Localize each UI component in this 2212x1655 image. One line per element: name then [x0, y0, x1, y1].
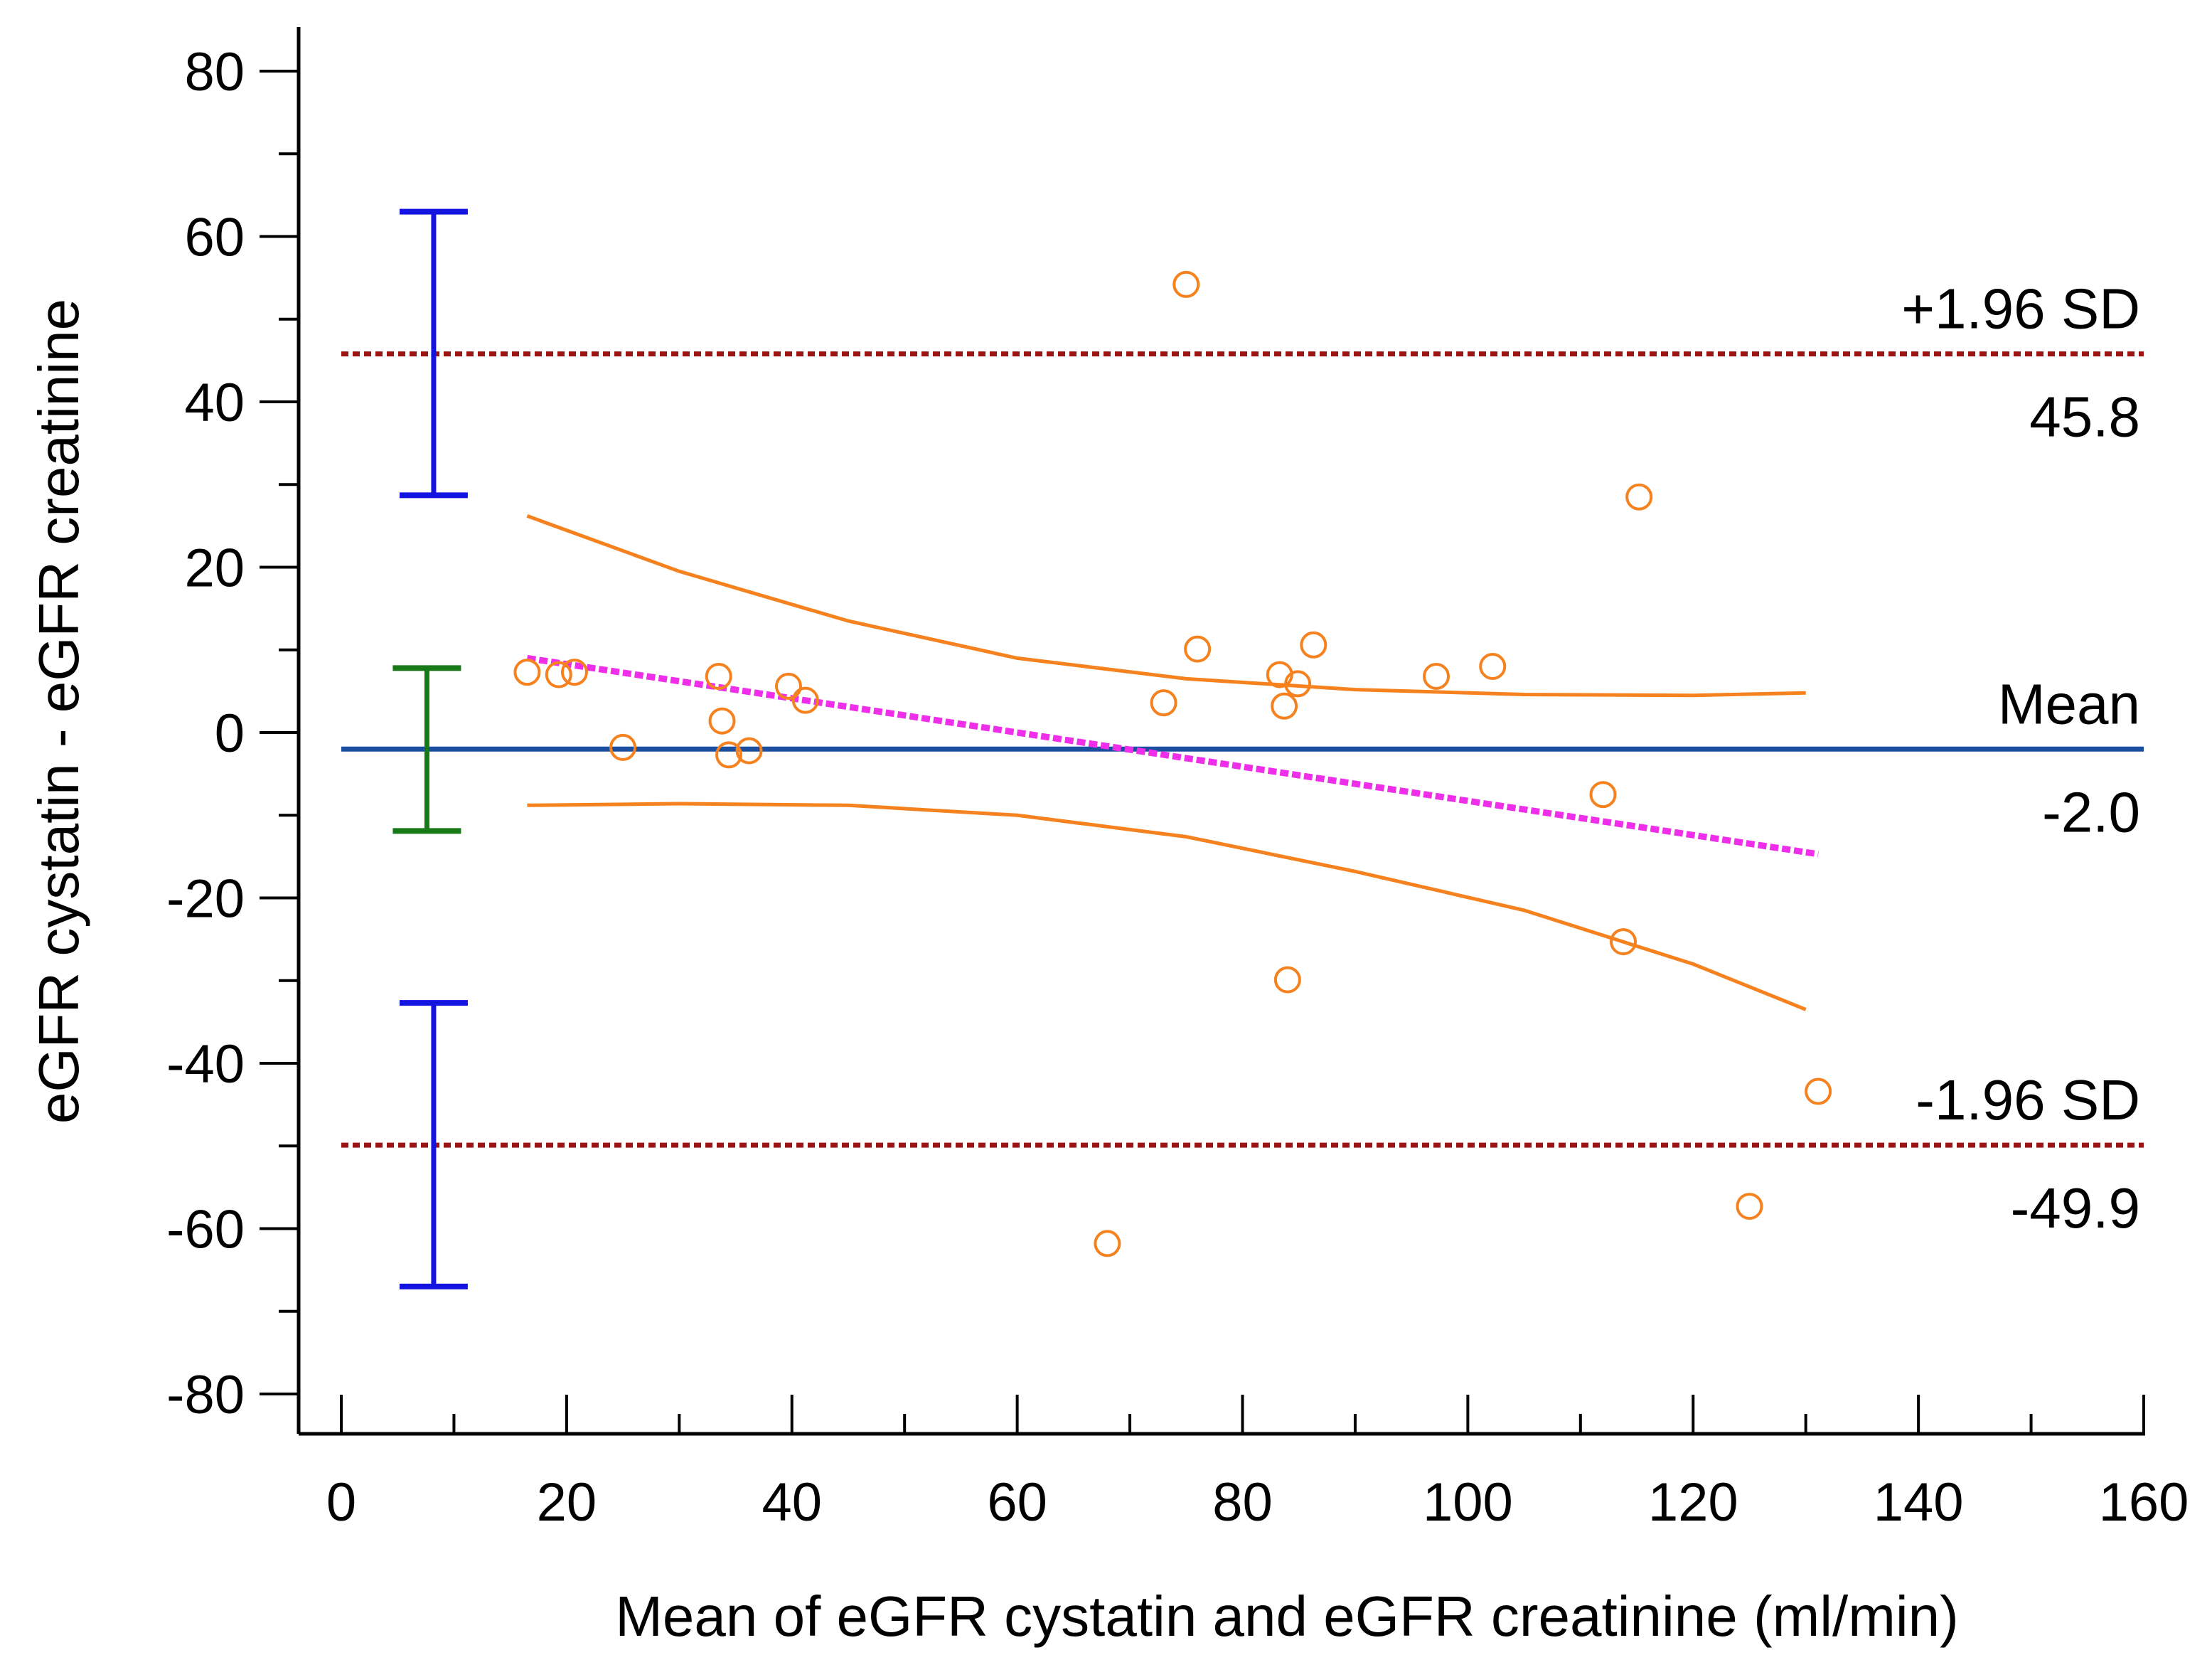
data-point [1610, 928, 1637, 956]
y-tick-label: 20 [184, 538, 245, 599]
confidence-band-lower [527, 802, 1807, 1011]
data-point [513, 659, 541, 686]
mean-value-label: -2.0 [2042, 780, 2140, 844]
data-point [560, 659, 588, 686]
mean-label: Mean [1998, 672, 2140, 735]
data-point [1736, 1193, 1763, 1220]
x-tick-label: 100 [1423, 1472, 1513, 1533]
y-axis-title: eGFR cystatin - eGFR creatinine [27, 299, 90, 1124]
x-tick-label: 80 [1212, 1472, 1273, 1533]
data-point [545, 661, 572, 688]
data-point [1805, 1077, 1832, 1105]
data-point [1184, 635, 1212, 663]
data-point [708, 707, 736, 735]
data-point [1479, 653, 1507, 680]
data-point [1589, 781, 1617, 809]
data-point [791, 686, 819, 714]
x-tick-label: 60 [987, 1472, 1047, 1533]
data-point [1423, 662, 1450, 690]
lower-loa-value-label: -49.9 [2011, 1176, 2140, 1240]
y-tick-label: 80 [184, 42, 245, 102]
confidence-band-upper [526, 514, 1806, 698]
data-point [1150, 689, 1177, 717]
x-tick-label: 40 [762, 1472, 822, 1533]
data-point [705, 662, 732, 690]
data-point [1271, 692, 1298, 720]
x-tick-label: 20 [537, 1472, 597, 1533]
x-tick-label: 120 [1648, 1472, 1738, 1533]
data-point [774, 672, 802, 700]
upper-loa-value-label: 45.8 [2029, 385, 2140, 449]
y-tick-label: 40 [184, 373, 245, 433]
y-tick-label: 0 [215, 703, 245, 764]
y-tick-label: -20 [166, 869, 245, 930]
x-tick-label: 0 [326, 1472, 356, 1533]
y-tick-label: -40 [166, 1034, 245, 1095]
y-tick-label: -60 [166, 1200, 245, 1260]
upper-loa-label: +1.96 SD [1901, 277, 2140, 341]
lower-loa-label: -1.96 SD [1916, 1068, 2140, 1132]
data-point [715, 741, 743, 769]
x-tick-label: 160 [2099, 1472, 2189, 1533]
data-point [1625, 483, 1653, 511]
regression-line [526, 654, 1819, 858]
y-tick-label: -80 [166, 1365, 245, 1425]
data-point [735, 737, 763, 765]
x-tick-label: 140 [1874, 1472, 1964, 1533]
data-point [1172, 270, 1200, 298]
data-point [1284, 670, 1312, 698]
data-point [1273, 966, 1301, 994]
data-point [609, 733, 637, 761]
y-tick-label: 60 [184, 208, 245, 268]
data-point [1300, 631, 1327, 659]
x-axis-title: Mean of eGFR cystatin and eGFR creatinin… [615, 1585, 1959, 1648]
data-point [1094, 1230, 1121, 1257]
